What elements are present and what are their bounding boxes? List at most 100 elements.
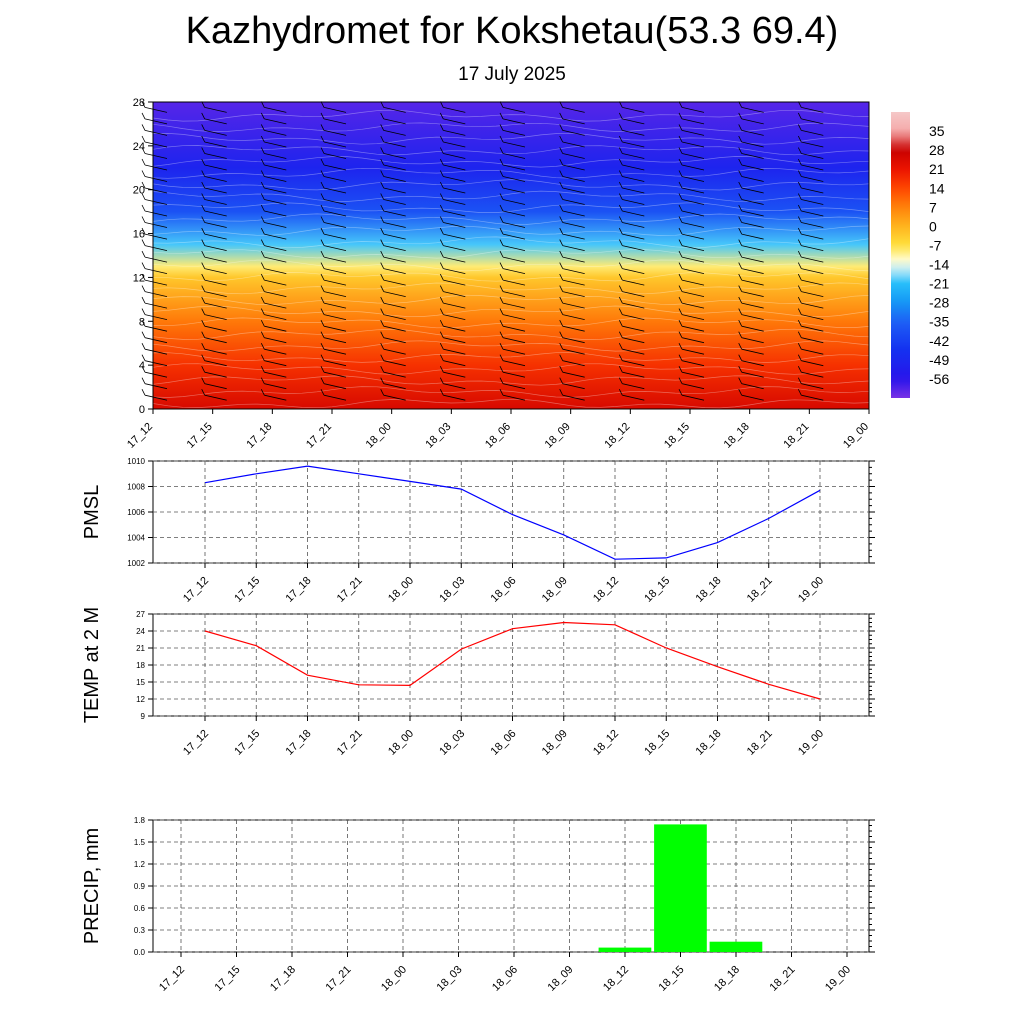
wind-barb [499, 377, 526, 390]
temp-2m-ytick-label: 24 [136, 627, 145, 636]
wind-barb [320, 250, 347, 263]
temp-2m-xtick-label: 18_18 [694, 728, 724, 758]
contour-line [152, 156, 870, 168]
wind-barb [201, 377, 227, 390]
precipitation-ytick-label: 0.3 [134, 926, 146, 935]
wind-barb [201, 135, 227, 148]
precipitation-ytick-label: 1.2 [134, 860, 146, 869]
colorbar-label: -28 [929, 295, 949, 311]
wind-barb [797, 296, 824, 309]
heatmap-xtick-label: 18_03 [423, 421, 453, 451]
heatmap-xtick-label: 17_12 [125, 421, 155, 451]
temp-2m-xtick-label: 18_06 [489, 728, 519, 758]
wind-barb [320, 308, 347, 320]
wind-barb [201, 354, 227, 367]
wind-barb [499, 308, 526, 320]
wind-barb [201, 262, 227, 274]
wind-barb [439, 227, 466, 240]
wind-barb [320, 170, 347, 182]
wind-barb [499, 193, 526, 205]
wind-barb [618, 285, 645, 297]
wind-barb [738, 227, 764, 240]
wind-barb [320, 320, 347, 332]
wind-barb [678, 273, 705, 286]
temp-2m-grid [153, 613, 869, 717]
temp-2m-xtick-label: 17_12 [181, 728, 211, 758]
wind-barb [141, 273, 168, 286]
wind-barb [380, 354, 406, 367]
wind-barb [439, 389, 466, 401]
wind-barb [439, 343, 466, 355]
wind-barb [439, 204, 466, 217]
temp-2m-ytick-label: 12 [136, 695, 145, 704]
wind-barb [738, 366, 764, 378]
chart-title: Kazhydromet for Kokshetau(53.3 69.4) [185, 10, 839, 52]
wind-barb [678, 296, 705, 309]
wind-barb [260, 285, 287, 297]
wind-barb [678, 343, 705, 355]
wind-barb [201, 193, 227, 205]
wind-barb [738, 204, 764, 217]
contour-line [152, 340, 870, 352]
wind-barb [380, 377, 406, 390]
wind-barb [499, 135, 526, 148]
wind-barb [260, 273, 287, 286]
wind-barb [439, 135, 466, 148]
pmsl-xtick-label: 18_12 [591, 575, 621, 605]
contour-line [152, 109, 870, 122]
colorbar-label: 21 [929, 161, 945, 177]
wind-barb [559, 158, 585, 171]
wind-barb [260, 216, 287, 228]
heatmap-xtick-label: 18_21 [781, 421, 811, 451]
wind-barb [797, 124, 824, 136]
wind-barb [260, 135, 287, 148]
temp-2m-xtick-label: 18_03 [437, 728, 467, 758]
wind-barb [201, 181, 227, 194]
temp-2m-ytick-label: 27 [136, 610, 145, 619]
wind-barb [678, 366, 705, 378]
wind-barb [439, 296, 466, 309]
wind-barb [678, 135, 705, 148]
temp-2m-ytick-label: 9 [141, 712, 146, 721]
precipitation-xtick-label: 18_06 [490, 964, 520, 994]
pmsl-xtick-label: 17_18 [284, 575, 314, 605]
wind-barb [618, 354, 645, 367]
wind-barb [678, 147, 705, 159]
wind-barb [559, 204, 585, 217]
wind-barb [260, 227, 287, 240]
wind-barb [618, 239, 645, 251]
wind-barb [678, 354, 705, 367]
wind-barb [380, 343, 406, 355]
wind-barb [738, 343, 764, 355]
colorbar-label: 14 [929, 180, 945, 196]
wind-barb [260, 320, 287, 332]
heatmap-xtick-label: 18_18 [722, 421, 752, 451]
wind-barb [797, 239, 824, 251]
wind-barb [201, 343, 227, 355]
wind-barb [439, 193, 466, 205]
pmsl-ytick-label: 1006 [127, 508, 145, 517]
wind-barb [439, 331, 466, 344]
wind-barb [559, 227, 585, 240]
pmsl-ytick-label: 1002 [127, 559, 145, 568]
wind-barb [439, 216, 466, 228]
wind-barb [738, 124, 764, 136]
wind-barb [141, 320, 168, 332]
wind-barb [439, 262, 466, 274]
wind-barb [320, 262, 347, 274]
wind-barb [499, 227, 526, 240]
precipitation-ytick-label: 1.5 [134, 838, 146, 847]
contour-line [152, 363, 870, 375]
wind-barb [618, 377, 645, 390]
wind-barb [678, 308, 705, 320]
colorbar-label: -56 [929, 371, 949, 387]
wind-barb [141, 158, 168, 171]
wind-barb [797, 262, 824, 274]
wind-barb [201, 112, 227, 125]
temp-2m-ylabel: TEMP at 2 M [81, 607, 103, 723]
wind-barb [380, 227, 406, 240]
wind-barb [380, 296, 406, 309]
wind-barb [499, 354, 526, 367]
wind-barb [380, 389, 406, 401]
